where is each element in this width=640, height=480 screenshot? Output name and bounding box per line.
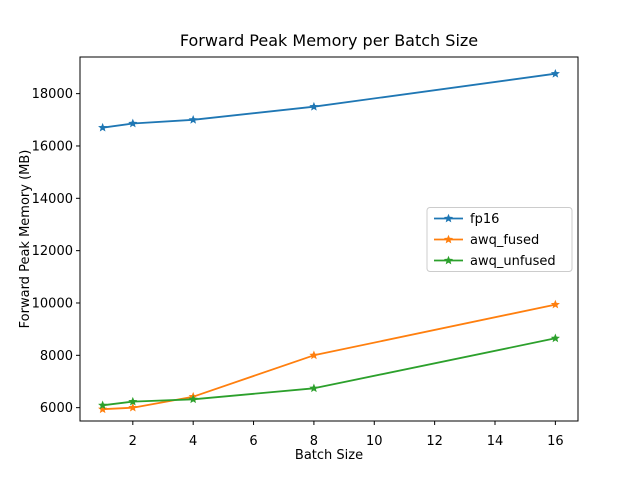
legend-label-awq_fused: awq_fused: [470, 233, 539, 248]
y-tick-label: 10000: [32, 296, 73, 311]
y-tick-label: 12000: [32, 244, 73, 259]
legend-label-awq_unfused: awq_unfused: [470, 254, 556, 269]
x-tick-label: 10: [366, 434, 383, 449]
y-tick-label: 14000: [32, 192, 73, 207]
y-tick-label: 6000: [40, 401, 73, 416]
star-marker: [550, 333, 560, 343]
series-line-awq_fused: [101, 303, 557, 411]
star-marker: [188, 394, 198, 404]
x-axis-label: Batch Size: [295, 448, 363, 463]
x-tick-label: 6: [249, 434, 257, 449]
legend: fp16 awq_fused awq_unfused: [426, 207, 573, 272]
x-tick-label: 14: [487, 434, 504, 449]
chart-title: Forward Peak Memory per Batch Size: [180, 31, 478, 50]
x-tick-label: 16: [547, 434, 564, 449]
y-axis-ticks: 6000 8000 10000 12000 14000 16000 18000: [32, 87, 80, 416]
series-markers-fp16: [98, 68, 560, 132]
y-tick-label: 8000: [40, 349, 73, 364]
star-marker: [550, 299, 560, 309]
legend-label-fp16: fp16: [470, 212, 499, 227]
star-marker: [128, 396, 138, 406]
star-marker: [550, 68, 560, 78]
star-marker: [98, 122, 108, 132]
series-line-awq_unfused: [101, 337, 557, 407]
y-tick-label: 18000: [32, 87, 73, 102]
star-marker: [128, 118, 138, 128]
legend-swatch-marker: [443, 255, 454, 265]
plot-area: 2 4 6 8 10 12 14 16 6000 8000 10000 12000 14000 16000…: [32, 56, 579, 449]
star-marker: [98, 400, 108, 410]
star-marker: [309, 383, 319, 393]
x-axis-ticks: 2 4 6 8 10 12 14 16: [129, 421, 564, 449]
legend-box: [426, 207, 573, 272]
x-tick-label: 2: [129, 434, 137, 449]
legend-swatch-marker: [443, 213, 454, 223]
star-marker: [98, 404, 108, 414]
series-markers-awq_unfused: [98, 333, 560, 410]
star-marker: [309, 350, 319, 360]
y-axis-label: Forward Peak Memory (MB): [18, 150, 33, 329]
plot-border: [79, 56, 579, 422]
x-tick-label: 12: [426, 434, 443, 449]
series-markers-awq_fused: [98, 299, 560, 414]
legend-swatch-marker: [443, 234, 454, 244]
x-tick-label: 4: [189, 434, 197, 449]
series-line-fp16: [101, 72, 557, 129]
x-tick-label: 8: [310, 434, 318, 449]
star-marker: [309, 101, 319, 111]
star-marker: [128, 402, 138, 412]
star-marker: [188, 115, 198, 124]
y-tick-label: 16000: [32, 139, 73, 154]
